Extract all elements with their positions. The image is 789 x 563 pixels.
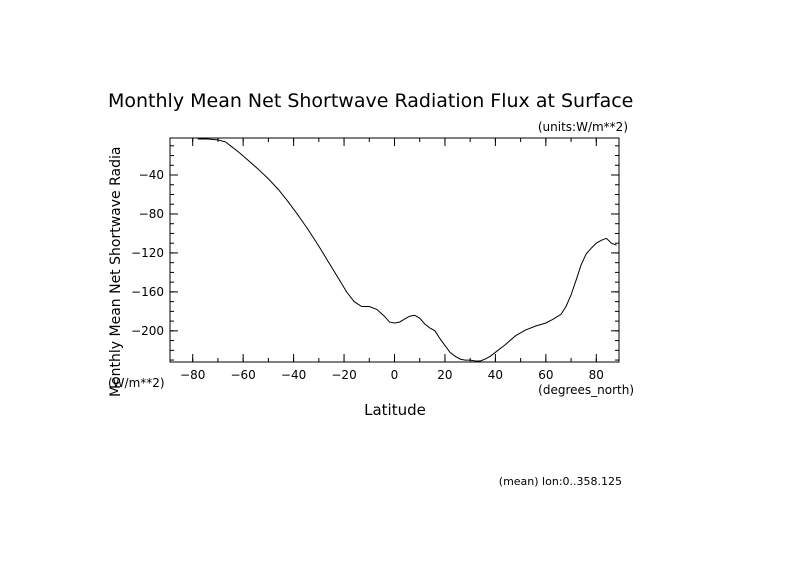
x-tick-label: −20 — [331, 368, 356, 382]
y-tick-label: −200 — [131, 324, 164, 338]
x-tick-label: 40 — [488, 368, 503, 382]
tick-labels: −80 −60 −40 −20 0 20 40 60 80−40−80−120−160−200 — [131, 168, 604, 382]
x-axis-label: Latitude — [364, 401, 426, 419]
plot-frame — [169, 137, 620, 363]
footer-note: (mean) lon:0..358.125 — [499, 475, 622, 488]
y-tick-label: −120 — [131, 246, 164, 260]
y-axis-label: Monthly Mean Net Shortwave Radia — [108, 147, 124, 397]
ticks — [170, 138, 619, 362]
y-tick-label: −80 — [139, 207, 164, 221]
x-tick-label: 80 — [589, 368, 604, 382]
x-tick-label: −60 — [230, 368, 255, 382]
series-line — [197, 138, 617, 362]
x-tick-label: −80 — [180, 368, 205, 382]
x-tick-label: 60 — [538, 368, 553, 382]
y-units-label: (W/m**2) — [108, 376, 165, 390]
units-label: (units:W/m**2) — [538, 120, 628, 134]
x-tick-label: 0 — [391, 368, 399, 382]
y-tick-label: −160 — [131, 285, 164, 299]
x-tick-label: 20 — [437, 368, 452, 382]
chart-title: Monthly Mean Net Shortwave Radiation Flu… — [108, 90, 633, 112]
y-tick-label: −40 — [139, 168, 164, 182]
x-units-label: (degrees_north) — [538, 383, 634, 397]
x-tick-label: −40 — [281, 368, 306, 382]
